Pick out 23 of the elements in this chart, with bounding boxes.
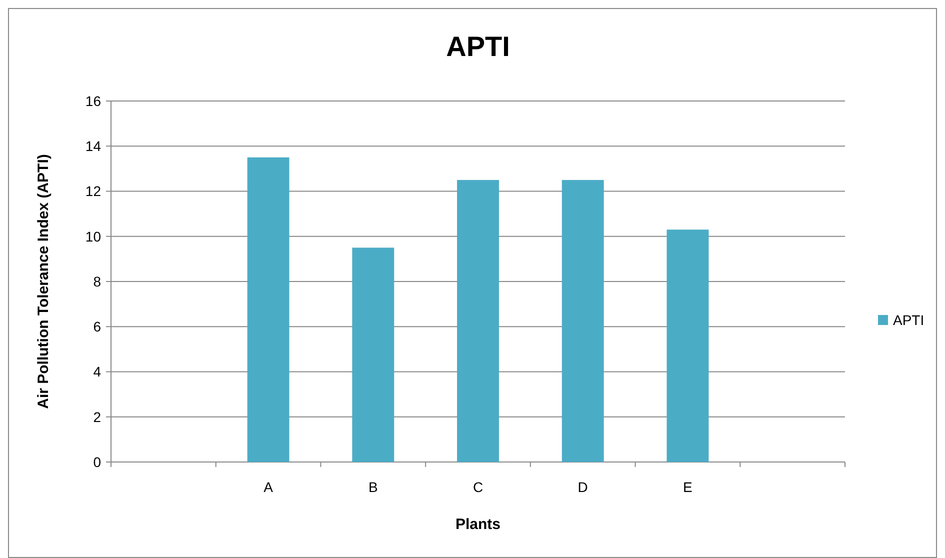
legend-label: APTI — [893, 312, 924, 328]
y-tick-label: 8 — [93, 273, 102, 290]
bar — [562, 180, 604, 462]
bar — [352, 248, 394, 462]
bar — [666, 230, 709, 462]
y-tick-label: 2 — [93, 408, 102, 425]
bar — [247, 157, 290, 462]
y-tick-label: 4 — [93, 364, 102, 380]
x-tick-label: A — [264, 479, 274, 495]
x-tick-label: D — [578, 479, 588, 495]
x-tick-label: B — [368, 479, 378, 495]
y-tick-label: 10 — [85, 228, 102, 244]
x-axis-title: Plants — [455, 516, 501, 533]
x-tick-label: C — [472, 479, 484, 495]
y-axis-title: Air Pollution Tolerance Index (APTI) — [35, 154, 52, 409]
x-tick-label: E — [683, 479, 692, 495]
y-tick-label: 6 — [93, 318, 102, 335]
y-tick-label: 12 — [85, 183, 102, 200]
y-tick-label: 16 — [85, 92, 102, 109]
chart-title: APTI — [446, 31, 510, 62]
y-tick-label: 14 — [85, 138, 102, 154]
y-tick-label: 0 — [93, 454, 102, 470]
bar — [457, 180, 499, 462]
